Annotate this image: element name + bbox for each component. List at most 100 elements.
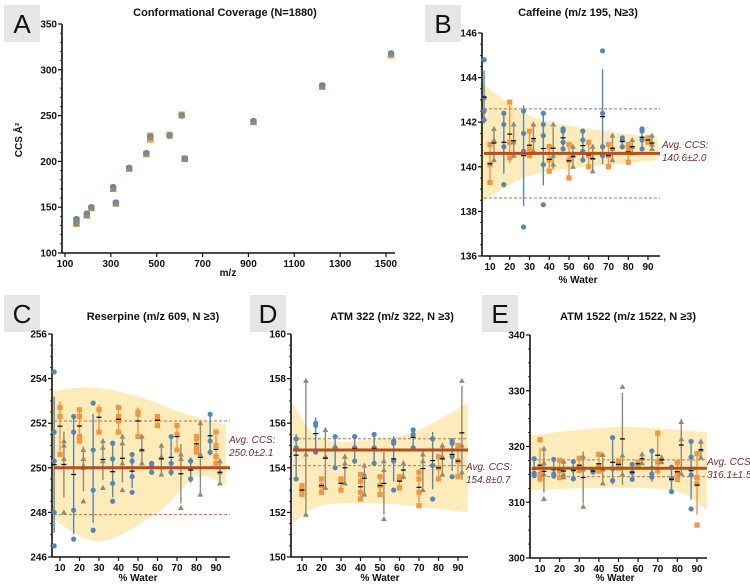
square-point <box>557 468 563 474</box>
circle-point <box>520 108 527 114</box>
panel-label: D <box>259 299 278 329</box>
circle-point <box>430 462 436 469</box>
triangle-point <box>303 511 309 517</box>
y-tick-label: 150 <box>40 203 57 214</box>
triangle-point <box>158 442 165 448</box>
triangle-point <box>580 453 587 459</box>
y-tick-label: 320 <box>508 442 525 453</box>
triangle-point <box>119 433 126 439</box>
triangle-point <box>119 460 126 466</box>
square-point <box>416 503 422 509</box>
y-tick-label: 158 <box>269 374 286 385</box>
circle-point <box>449 440 455 446</box>
x-tick-label: 20 <box>554 564 566 575</box>
triangle-point <box>303 451 309 457</box>
square-point <box>655 467 661 474</box>
triangle-point <box>609 132 616 138</box>
y-tick-label: 144 <box>460 73 477 84</box>
triangle-point <box>80 498 87 504</box>
square-point <box>115 418 122 424</box>
circle-point <box>501 110 507 116</box>
average-ccs-label: Avg. CCS: <box>706 457 750 468</box>
circle-point <box>531 456 537 462</box>
x-tick-label: 90 <box>642 262 654 273</box>
square-point <box>537 476 543 482</box>
triangle-point <box>178 451 184 457</box>
panel-label-box <box>425 5 461 42</box>
triangle-point <box>698 454 704 460</box>
circle-point <box>207 411 213 417</box>
y-tick-label: 100 <box>40 249 57 260</box>
square-point <box>115 404 122 411</box>
circle-point <box>501 182 507 188</box>
circle-point <box>168 433 174 440</box>
triangle-point <box>387 50 395 57</box>
panel-d: D ATM 322 (m/z 322, N ≥3) 150 152 154 156 158 1… <box>250 295 513 584</box>
panel-c: C Reserpine (m/z 609, N ≥3) 246 248 250 252 25… <box>4 295 276 584</box>
triangle-point <box>166 132 174 139</box>
x-axis-label: % Water <box>118 573 157 584</box>
square-point <box>596 463 602 469</box>
circle-point <box>168 460 174 466</box>
x-tick-label: 1300 <box>329 259 352 270</box>
x-tick-label: 70 <box>171 563 183 574</box>
triangle-point <box>649 132 655 138</box>
triangle-point <box>491 136 497 143</box>
triangle-point <box>361 462 368 468</box>
panel-label-box <box>4 5 40 42</box>
average-ccs-value: 140.6±2.0 <box>662 153 707 164</box>
x-tick-label: 80 <box>672 564 684 575</box>
square-point <box>487 161 493 168</box>
triangle-point <box>217 480 223 486</box>
y-tick-label: 250 <box>40 111 57 122</box>
y-tick-label: 310 <box>508 498 525 509</box>
x-tick-label: 50 <box>563 262 575 273</box>
circle-point <box>610 434 616 441</box>
average-ccs-label: Avg. CCS: <box>465 462 513 473</box>
circle-point <box>560 146 566 152</box>
square-point <box>213 460 219 466</box>
y-tick-label: 246 <box>30 553 47 564</box>
x-tick-label: 30 <box>524 262 536 273</box>
triangle-point <box>589 168 596 174</box>
square-point <box>635 462 641 469</box>
circle-point <box>668 489 675 495</box>
triangle-point <box>649 141 655 147</box>
x-tick-label: 700 <box>194 259 211 270</box>
triangle-point <box>541 445 547 451</box>
square-point <box>174 447 180 453</box>
triangle-point <box>400 460 407 466</box>
circle-point <box>481 117 487 123</box>
circle-point <box>51 369 57 375</box>
square-point <box>396 485 403 491</box>
triangle-point <box>629 136 636 143</box>
x-tick-label: 60 <box>583 262 595 273</box>
square-point <box>605 141 612 148</box>
square-point <box>557 457 563 464</box>
square-point <box>416 469 422 475</box>
square-point <box>655 459 661 465</box>
x-tick-label: 80 <box>191 563 203 574</box>
square-point <box>377 474 383 480</box>
circle-point <box>540 132 546 139</box>
circle-point <box>688 454 694 460</box>
triangle-point <box>61 442 67 448</box>
average-ccs-value: 316.1±1.5 <box>707 470 750 481</box>
circle-point <box>449 454 455 460</box>
y-tick-label: 350 <box>40 20 57 31</box>
square-point <box>115 429 122 435</box>
square-point <box>537 437 543 443</box>
circle-point <box>110 498 116 504</box>
square-point <box>338 487 344 493</box>
triangle-point <box>491 157 497 163</box>
triangle-point <box>560 458 567 464</box>
square-point <box>193 449 200 455</box>
triangle-point <box>510 152 517 158</box>
circle-point <box>540 202 546 208</box>
triangle-point <box>100 484 106 490</box>
triangle-point <box>649 145 655 152</box>
triangle-point <box>139 433 145 439</box>
square-point <box>338 478 344 484</box>
x-tick-label: 70 <box>652 564 664 575</box>
x-tick-label: 30 <box>335 563 347 574</box>
